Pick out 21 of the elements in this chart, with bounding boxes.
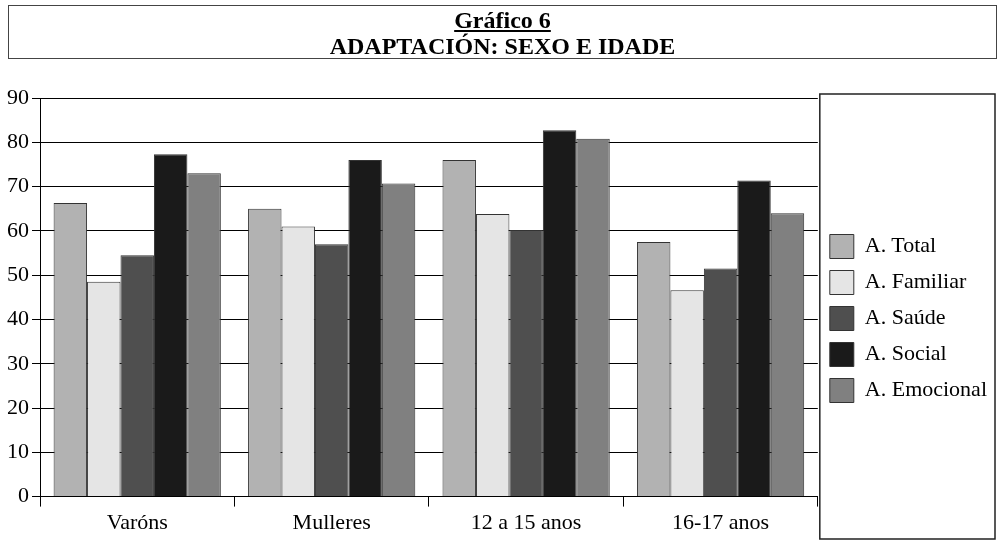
legend-label: A. Saúde	[864, 304, 946, 330]
y-tick-label: 90	[7, 83, 29, 109]
y-tick-label: 60	[7, 216, 29, 242]
y-tick-label: 10	[7, 438, 29, 464]
x-tick-label: 12 a 15 anos	[470, 508, 582, 534]
legend-label: A. Total	[864, 232, 937, 258]
x-tick-label: Varóns	[106, 508, 168, 534]
y-tick-label: 0	[18, 482, 29, 508]
x-tick-label: Mulleres	[292, 508, 371, 534]
y-tick-label: 20	[7, 393, 29, 419]
legend-label: A. Emocional	[864, 376, 988, 402]
x-tick-label: 16-17 anos	[672, 508, 770, 534]
y-tick-label: 50	[7, 260, 29, 286]
y-tick-label: 80	[7, 128, 29, 154]
chart-title: Gráfico 6	[453, 7, 552, 33]
y-tick-label: 30	[7, 349, 29, 375]
y-tick-label: 40	[7, 305, 29, 331]
legend-label: A. Familiar	[864, 268, 967, 294]
chart-subtitle: ADAPTACIÓN: SEXO E IDADE	[328, 33, 677, 59]
y-tick-label: 70	[7, 172, 29, 198]
legend-label: A. Social	[864, 340, 947, 366]
